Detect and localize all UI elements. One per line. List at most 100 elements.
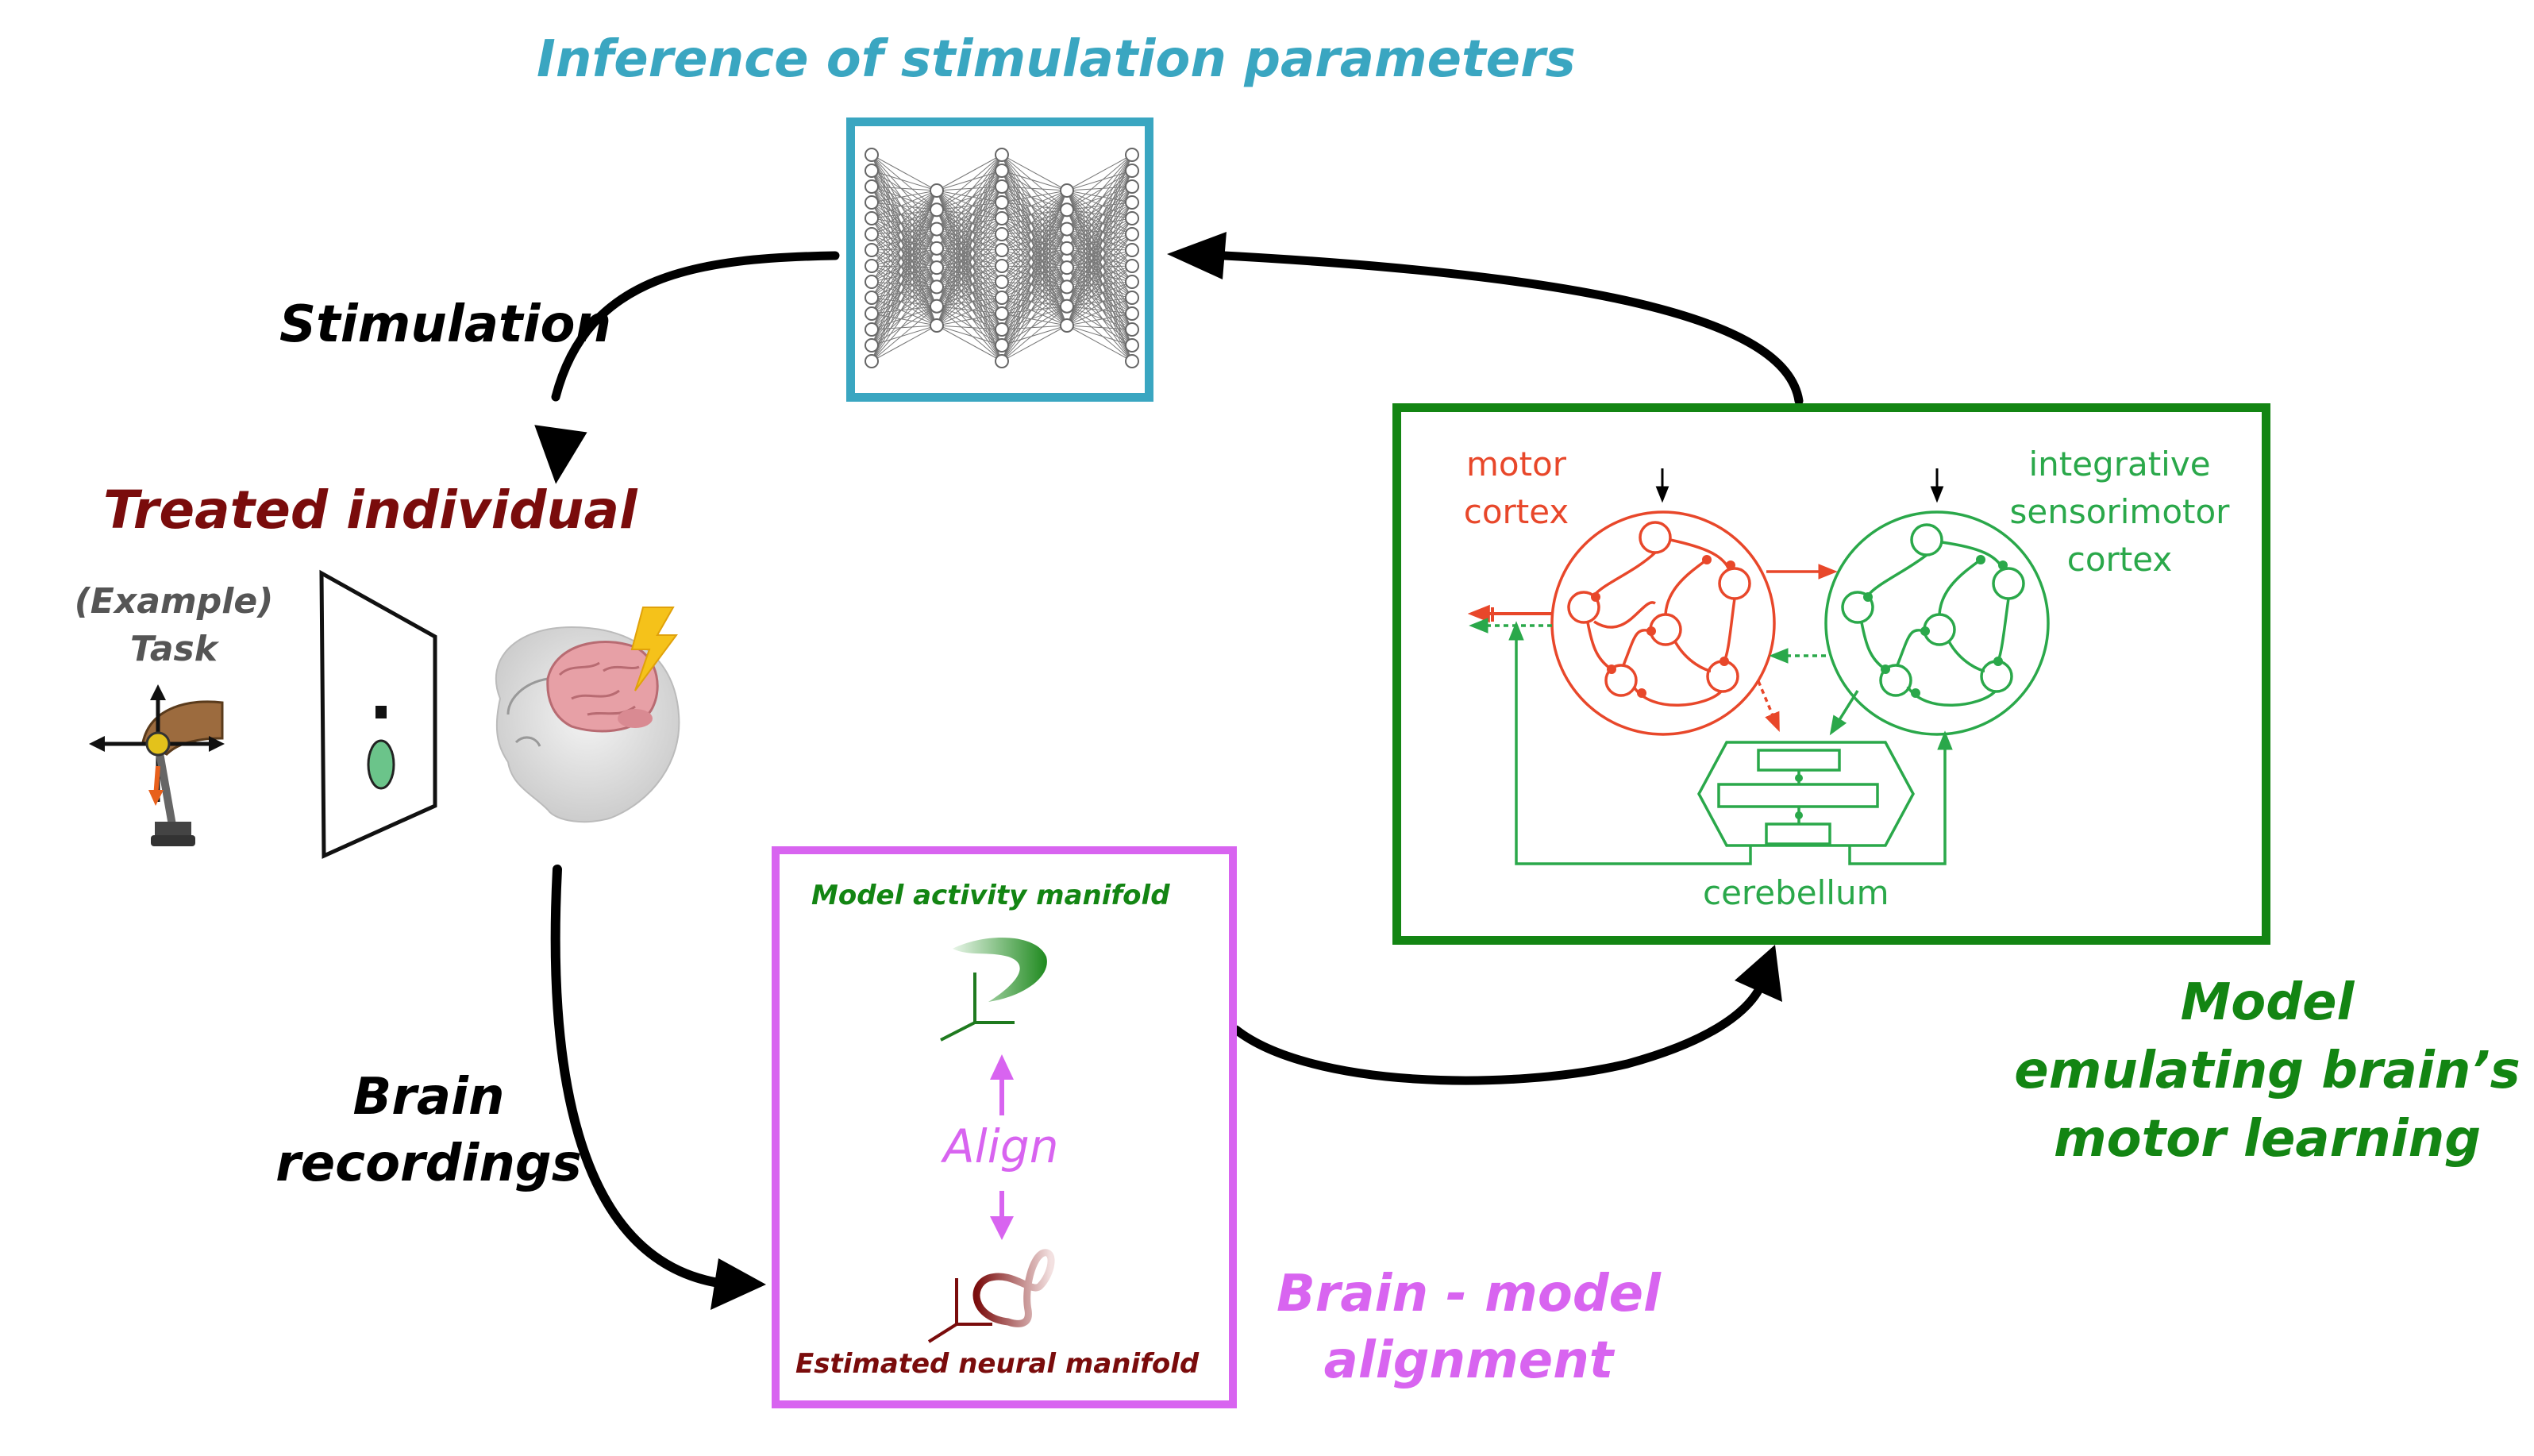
network-edge xyxy=(1001,186,1068,191)
network-edge xyxy=(1001,325,1068,362)
network-node xyxy=(1125,195,1139,210)
network-node xyxy=(1060,183,1074,198)
network-edge xyxy=(871,325,938,362)
network-edge xyxy=(936,170,1003,326)
network-edge xyxy=(871,210,938,346)
network-edge xyxy=(936,154,1003,210)
brain-recordings-line1: Brain xyxy=(352,1068,505,1127)
network-node xyxy=(1060,299,1074,314)
network-node xyxy=(930,202,944,218)
network-node xyxy=(995,291,1009,305)
brain-model-alignment-line2: alignment xyxy=(1323,1331,1614,1390)
network-node xyxy=(930,299,944,314)
network-edge xyxy=(1066,233,1133,326)
network-edge xyxy=(1001,229,1068,299)
network-edge xyxy=(1001,190,1068,314)
network-node xyxy=(930,241,944,256)
network-edge xyxy=(1001,229,1068,330)
network-node xyxy=(1125,291,1139,305)
network-edge xyxy=(1001,306,1068,362)
neural-network-icon xyxy=(865,148,1139,368)
network-edge xyxy=(1066,325,1133,362)
model-description-label: Model emulating brain’s motor learning xyxy=(1989,969,2534,1173)
model-activity-manifold-icon xyxy=(940,938,1047,1042)
network-edge xyxy=(871,229,938,346)
network-edge xyxy=(1066,170,1133,306)
network-edge xyxy=(1001,190,1068,283)
network-node xyxy=(1060,318,1074,333)
stimulation-arrow xyxy=(551,251,840,402)
network-edge xyxy=(871,248,938,362)
network-edge xyxy=(936,154,1003,191)
network-edge xyxy=(936,218,1003,287)
network-node xyxy=(865,291,879,305)
network-edge xyxy=(936,170,1003,306)
network-edge xyxy=(1001,229,1068,283)
network-node xyxy=(995,179,1009,194)
network-edge xyxy=(871,248,938,314)
network-edge xyxy=(871,287,938,362)
network-edge xyxy=(871,248,938,283)
network-edge xyxy=(1001,210,1068,314)
network-edge xyxy=(1066,154,1133,249)
network-edge xyxy=(871,248,938,299)
network-edge xyxy=(1001,210,1068,362)
motor-cortex-line2: cortex xyxy=(1463,492,1569,531)
network-node xyxy=(1125,354,1139,368)
integrative-line1: integrative xyxy=(2028,445,2211,483)
network-node xyxy=(995,338,1009,352)
network-edge xyxy=(1066,233,1133,287)
network-node xyxy=(1125,148,1139,162)
example-task-line1: (Example) xyxy=(74,581,274,622)
joystick-task-icon xyxy=(89,684,225,846)
model-activity-manifold-label: Model activity manifold xyxy=(811,880,1170,911)
network-edge xyxy=(936,297,1003,326)
network-node xyxy=(865,211,879,225)
integrative-sensorimotor-cortex-label: integrative sensorimotor cortex xyxy=(1997,441,2243,584)
network-node xyxy=(995,148,1009,162)
network-edge xyxy=(1001,190,1068,346)
network-edge xyxy=(936,154,1003,306)
example-task-label: (Example) Task xyxy=(59,578,289,673)
network-edge xyxy=(936,154,1003,249)
network-node xyxy=(865,322,879,337)
cerebellum-circuit xyxy=(1515,631,1947,865)
network-edge xyxy=(1066,202,1133,326)
network-edge xyxy=(936,170,1003,287)
network-node xyxy=(1125,227,1139,241)
network-edge xyxy=(936,154,1003,326)
network-edge xyxy=(1066,154,1133,229)
network-edge xyxy=(936,233,1003,326)
brain-recordings-label: Brain recordings xyxy=(270,1064,587,1197)
network-node xyxy=(995,164,1009,178)
network-edge xyxy=(1001,248,1068,283)
motor-cortex-label: motor cortex xyxy=(1457,441,1576,536)
brain-recordings-arrowhead xyxy=(711,1258,766,1310)
brain-model-alignment-label: Brain - model alignment xyxy=(1262,1261,1675,1394)
network-node xyxy=(865,306,879,321)
integrative-line3: cortex xyxy=(2066,540,2173,579)
network-edge xyxy=(936,325,1003,362)
network-node xyxy=(1060,260,1074,275)
network-node xyxy=(1125,259,1139,273)
cerebellum-label: cerebellum xyxy=(1703,873,1889,912)
network-node xyxy=(995,354,1009,368)
motor-cortex-line1: motor xyxy=(1465,445,1567,483)
network-edge xyxy=(871,190,938,235)
brain-model-alignment-line1: Brain - model xyxy=(1277,1265,1661,1323)
network-node xyxy=(865,227,879,241)
network-edge xyxy=(1001,190,1068,219)
network-node xyxy=(865,243,879,257)
network-edge xyxy=(1066,325,1133,330)
network-node xyxy=(995,275,1009,289)
network-edge xyxy=(871,229,938,314)
network-edge xyxy=(871,190,938,299)
network-edge xyxy=(1066,202,1133,306)
network-edge xyxy=(1001,248,1068,362)
network-edge xyxy=(871,190,938,267)
network-edge xyxy=(871,209,938,299)
network-node xyxy=(865,354,879,368)
network-edge xyxy=(1001,209,1068,283)
network-edge xyxy=(1066,265,1133,326)
network-edge xyxy=(936,202,1003,268)
